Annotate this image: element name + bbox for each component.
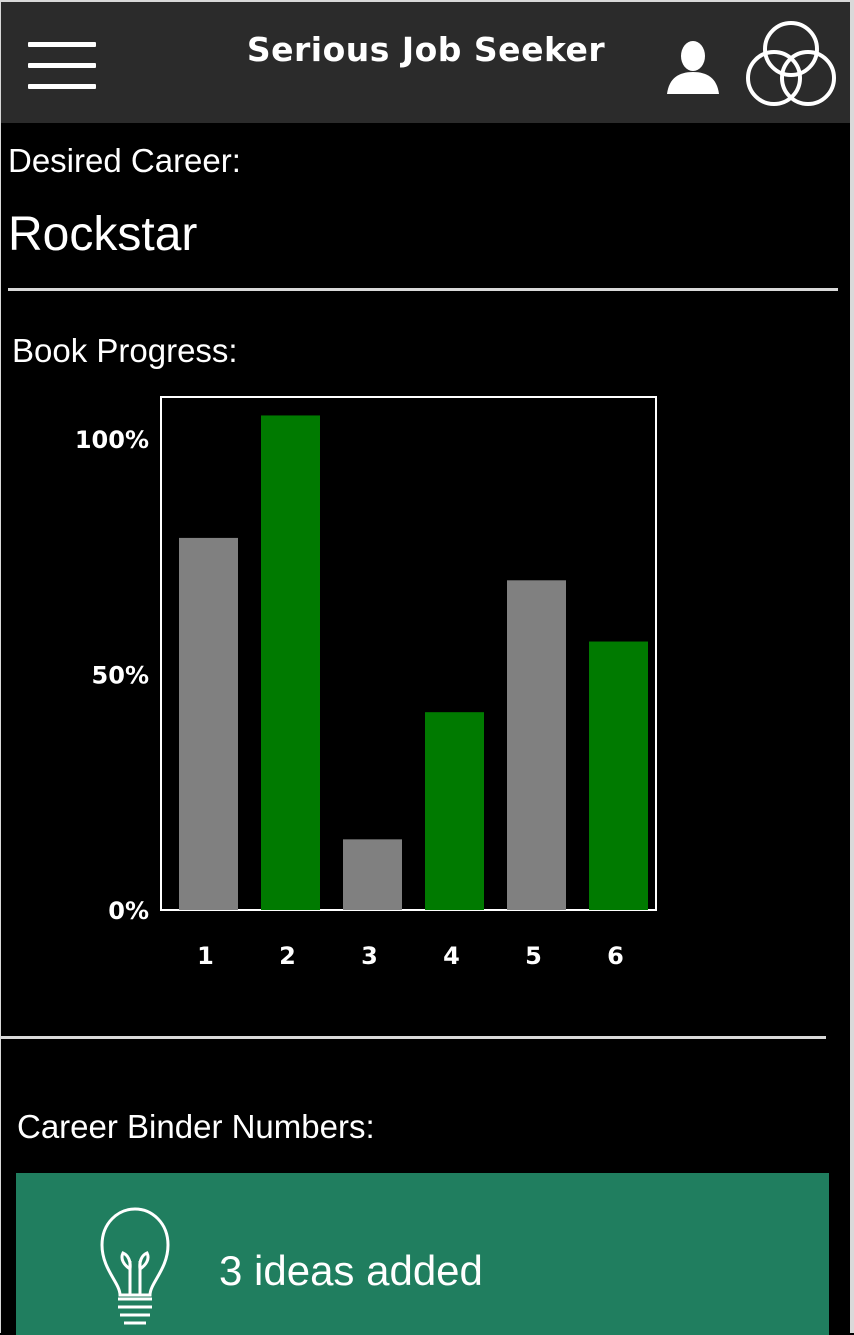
bar-chapter-3[interactable]: [343, 839, 402, 910]
app-header: Serious Job Seeker: [1, 2, 850, 123]
bar-chapter-5[interactable]: [507, 580, 566, 910]
menu-button[interactable]: [23, 36, 101, 94]
x-tick-label: 4: [443, 942, 460, 970]
section-divider: [8, 288, 838, 291]
y-tick-label: 0%: [108, 897, 149, 925]
desired-career-label: Desired Career:: [8, 142, 241, 179]
book-progress-chart: 0% 50% 100% 1 2 3 4 5 6: [75, 396, 657, 970]
hamburger-line: [28, 63, 96, 68]
section-divider: [1, 1036, 826, 1039]
x-tick-label: 2: [279, 942, 296, 970]
book-progress-label: Book Progress:: [12, 332, 238, 369]
y-tick-label: 100%: [75, 426, 149, 454]
x-tick-label: 1: [197, 942, 214, 970]
hamburger-line: [28, 42, 96, 47]
chart-frame: [160, 396, 657, 911]
bar-chapter-1[interactable]: [179, 537, 238, 910]
ideas-card[interactable]: 3 ideas added: [16, 1173, 829, 1335]
user-profile-button[interactable]: [661, 38, 725, 98]
career-binder-label: Career Binder Numbers:: [17, 1108, 375, 1145]
lightbulb-icon: [100, 1207, 170, 1325]
x-tick-label: 5: [525, 942, 542, 970]
hamburger-line: [28, 84, 96, 89]
user-icon: [667, 41, 719, 94]
bar-chapter-6[interactable]: [589, 641, 648, 910]
logo-icon: [746, 21, 836, 106]
x-tick-label: 3: [361, 942, 378, 970]
ideas-count: 3 ideas added: [219, 1247, 483, 1294]
bar-chapter-2[interactable]: [261, 415, 320, 910]
y-tick-label: 50%: [92, 662, 149, 690]
app-title: Serious Job Seeker: [246, 30, 606, 69]
desired-career-value: Rockstar: [8, 208, 198, 261]
interlocking-circles-logo[interactable]: [741, 18, 841, 112]
x-tick-label: 6: [607, 942, 624, 970]
bar-chapter-4[interactable]: [425, 712, 484, 910]
